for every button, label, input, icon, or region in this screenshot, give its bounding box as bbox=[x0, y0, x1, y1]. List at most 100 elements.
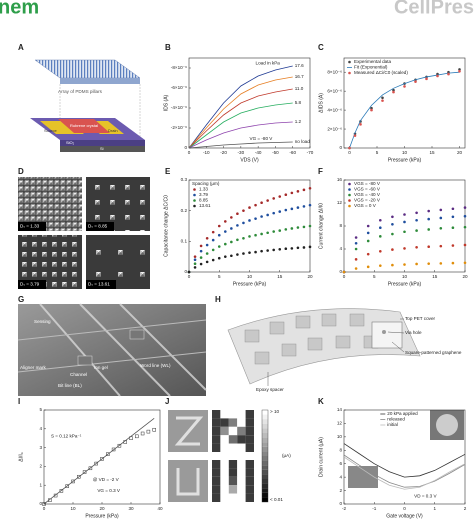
x-tick-label: 20 bbox=[462, 274, 468, 279]
y-tick-label: 4 bbox=[39, 426, 42, 431]
colorbar-step bbox=[262, 433, 268, 438]
colorbar-step bbox=[262, 423, 268, 429]
heatmap-cell bbox=[212, 418, 221, 427]
annotation: Rubrene crystal bbox=[70, 123, 98, 128]
x-tick-label: -2 bbox=[342, 506, 347, 511]
y-axis-label: ΔIDS (A) bbox=[318, 93, 324, 113]
inset-photo-detail bbox=[436, 414, 458, 436]
marker bbox=[230, 227, 233, 230]
x-tick-label: 0 bbox=[343, 274, 346, 279]
marker bbox=[117, 443, 122, 448]
heatmap-cell bbox=[237, 485, 246, 494]
x-tick-label: 15 bbox=[429, 150, 435, 155]
heatmap-cell bbox=[228, 410, 238, 419]
annotation: Aligner mark bbox=[20, 365, 46, 370]
heatmap-cell bbox=[237, 468, 246, 477]
image-label: Dₛ = 1.33 bbox=[20, 224, 40, 229]
x-tick-label: 10 bbox=[70, 506, 76, 511]
marker bbox=[260, 249, 263, 253]
series-label: 16.7 bbox=[295, 74, 304, 79]
marker bbox=[254, 233, 257, 237]
marker bbox=[391, 215, 394, 219]
y-tick-label: 2 bbox=[339, 488, 342, 493]
array-schematic bbox=[227, 308, 421, 386]
series-label: no load bbox=[295, 139, 311, 144]
series-line bbox=[188, 88, 293, 149]
marker bbox=[451, 226, 455, 230]
heatmap-cell bbox=[237, 493, 246, 502]
marker bbox=[242, 236, 245, 240]
marker bbox=[379, 250, 382, 253]
annotation: Word line (WL) bbox=[140, 363, 171, 368]
marker bbox=[278, 229, 282, 232]
heatmap-cell bbox=[220, 443, 229, 452]
marker bbox=[88, 466, 93, 471]
legend-swatch bbox=[348, 199, 351, 202]
x-tick-label: 30 bbox=[128, 506, 134, 511]
heatmap-cell bbox=[228, 493, 238, 502]
heatmap-cell bbox=[212, 435, 221, 444]
annotation: @ VD = -2 V bbox=[93, 477, 120, 482]
panel-label: J bbox=[165, 397, 169, 406]
marker bbox=[278, 195, 282, 198]
marker bbox=[199, 262, 203, 266]
heatmap-cell bbox=[220, 418, 229, 427]
panel-label: A bbox=[18, 43, 24, 52]
marker bbox=[260, 232, 263, 236]
device-schematic bbox=[30, 59, 145, 152]
series-line bbox=[188, 102, 293, 149]
marker bbox=[391, 222, 394, 226]
legend-label: VGS = -80 V bbox=[354, 181, 381, 186]
x-tick-label: 0 bbox=[43, 506, 46, 511]
annotation: VG = 0.3 V bbox=[97, 488, 121, 493]
legend-swatch bbox=[193, 199, 196, 202]
heatmap-cell bbox=[212, 485, 221, 494]
image-label: Dₛ = 8.85 bbox=[88, 224, 108, 229]
y-tick-label: -8×10⁻⁶ bbox=[171, 65, 187, 70]
legend-label: VGS = -40 V bbox=[354, 192, 381, 197]
sem-array-image bbox=[17, 303, 207, 397]
x-tick-label: -70 bbox=[307, 150, 314, 155]
y-tick-label: 14 bbox=[337, 407, 343, 412]
legend-label: VGS = 0 V bbox=[354, 203, 377, 208]
legend-swatch bbox=[193, 204, 196, 208]
legend-label: Fit (Exponential) bbox=[354, 65, 388, 70]
y-tick-label: 8×10⁻⁶ bbox=[327, 69, 342, 74]
annotation: VG = -80 V bbox=[250, 136, 274, 141]
heatmap-cell bbox=[245, 468, 254, 477]
colorbar-step bbox=[262, 497, 268, 502]
y-tick-label: 0.3 bbox=[181, 177, 188, 182]
annotation: Sensing bbox=[34, 319, 51, 324]
marker bbox=[463, 206, 467, 209]
marker bbox=[193, 258, 197, 262]
legend-swatch bbox=[348, 182, 351, 186]
x-axis-label: VDS (V) bbox=[240, 157, 259, 163]
x-tick-label: 40 bbox=[157, 506, 163, 511]
marker bbox=[342, 270, 346, 274]
x-axis-label: Pressure (kPa) bbox=[388, 157, 422, 163]
x-tick-label: -1 bbox=[372, 506, 377, 511]
y-tick-label: 5 bbox=[39, 407, 42, 412]
heatmap-cell bbox=[212, 468, 221, 477]
marker bbox=[427, 262, 431, 265]
series-label: 17.6 bbox=[295, 63, 304, 68]
marker bbox=[439, 244, 443, 248]
panel-label: I bbox=[18, 397, 20, 406]
heatmap-cell bbox=[212, 493, 221, 502]
marker bbox=[403, 85, 406, 88]
y-tick-label: 4 bbox=[339, 246, 342, 251]
label-box bbox=[86, 280, 116, 289]
marker bbox=[414, 80, 417, 83]
legend-title: Spacing (μm) bbox=[192, 181, 220, 186]
legend-label: 1.33 bbox=[199, 187, 208, 192]
x-tick-label: 20 bbox=[457, 150, 463, 155]
marker bbox=[296, 246, 300, 250]
marker bbox=[77, 474, 81, 479]
series-line bbox=[343, 443, 466, 478]
inset-photo bbox=[348, 466, 378, 488]
panel-label: B bbox=[165, 43, 171, 52]
marker bbox=[272, 248, 276, 252]
marker bbox=[354, 241, 358, 245]
panel-label: C bbox=[318, 43, 324, 52]
marker bbox=[248, 219, 251, 222]
